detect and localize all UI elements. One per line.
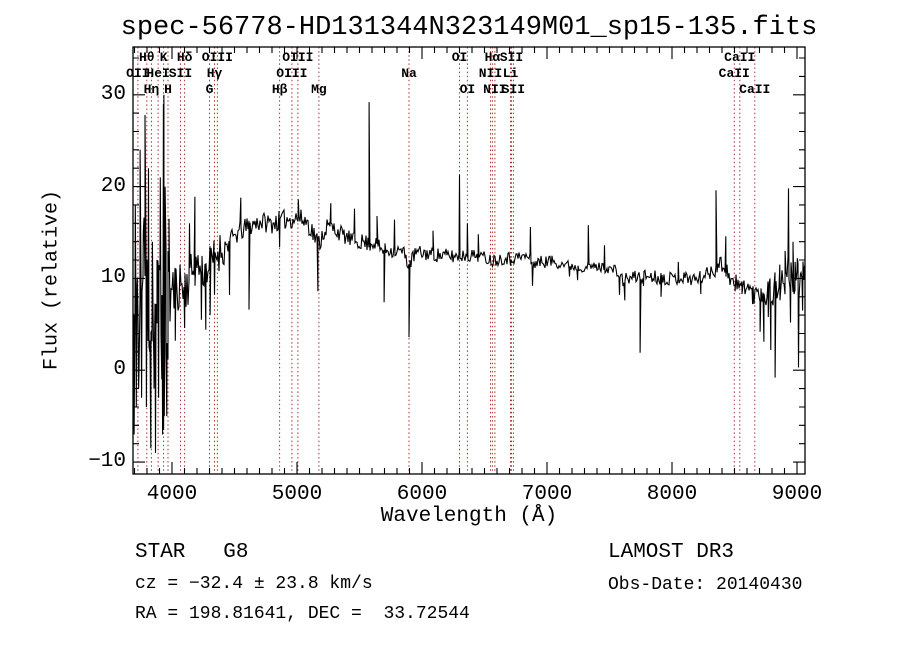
spectral-line-label: OI (451, 50, 468, 65)
y-tick-label: 10 (100, 266, 126, 290)
object-class-label: STAR G8 (135, 541, 249, 564)
survey-release-label: LAMOST DR3 (608, 541, 735, 564)
spectral-line-label: NII (483, 82, 507, 97)
spectral-line-label: CaII (739, 82, 771, 97)
spectral-line-label: CaII (718, 66, 750, 81)
spectral-line-label: H (164, 82, 172, 97)
x-tick-label: 6000 (396, 483, 448, 506)
x-axis-title: Wavelength (Å) (380, 505, 558, 528)
spectral-line-label: OII (126, 66, 150, 81)
spectral-line-label: CaII (724, 50, 756, 65)
cz-value: cz = −32.4 ± 23.8 km/s (135, 574, 373, 594)
spectral-line-label: G (205, 82, 214, 97)
spectral-line-label: Hθ (138, 50, 155, 65)
spectral-line-label: OI (459, 82, 476, 97)
x-tick-label: 8000 (646, 483, 698, 506)
spectrum-line-group (133, 94, 805, 453)
spectral-line-label: Hα (484, 50, 501, 65)
spectral-line-label: Hη (143, 82, 160, 97)
axis-ticks (133, 47, 805, 474)
spectral-line-label: NII (478, 66, 503, 81)
axis-frame (132, 46, 806, 475)
x-tick-label: 4000 (146, 483, 198, 506)
spectral-line-label: SII (168, 66, 193, 81)
spectral-line-label: Li (502, 66, 519, 81)
plot-title: spec-56778-HD131344N323149M01_sp15-135.f… (120, 13, 818, 43)
x-tick-label: 5000 (271, 483, 323, 506)
y-tick-label: −10 (88, 450, 126, 474)
spectral-line-label: Hγ (206, 66, 223, 81)
spectral-line-label: OIII (282, 50, 314, 65)
spectral-line-label: SII (499, 50, 524, 65)
spectral-line-label: OIII (276, 66, 308, 81)
spectral-line-label: Hδ (176, 50, 193, 65)
spectral-line-label: SII (501, 82, 526, 97)
y-tick-label: 30 (100, 82, 126, 106)
spectral-line-label: K (159, 50, 168, 65)
spectral-line-label: OIII (201, 50, 233, 65)
reference-lines (137, 47, 756, 474)
spectral-line-label: HeI (146, 66, 170, 81)
spectral-line-label: Na (401, 66, 417, 81)
spectral-line-label: Hβ (271, 82, 288, 97)
spectrum-line (133, 94, 805, 453)
obs-date: Obs-Date: 20140430 (608, 575, 803, 595)
x-tick-label: 9000 (771, 483, 823, 506)
spectral-line-label: Mg (311, 82, 327, 97)
y-tick-label: 20 (100, 174, 126, 198)
y-tick-label: 0 (113, 358, 126, 382)
reference-line (137, 47, 756, 474)
x-tick-label: 7000 (521, 483, 573, 506)
ra-dec: RA = 198.81641, DEC = 33.72544 (135, 604, 470, 624)
